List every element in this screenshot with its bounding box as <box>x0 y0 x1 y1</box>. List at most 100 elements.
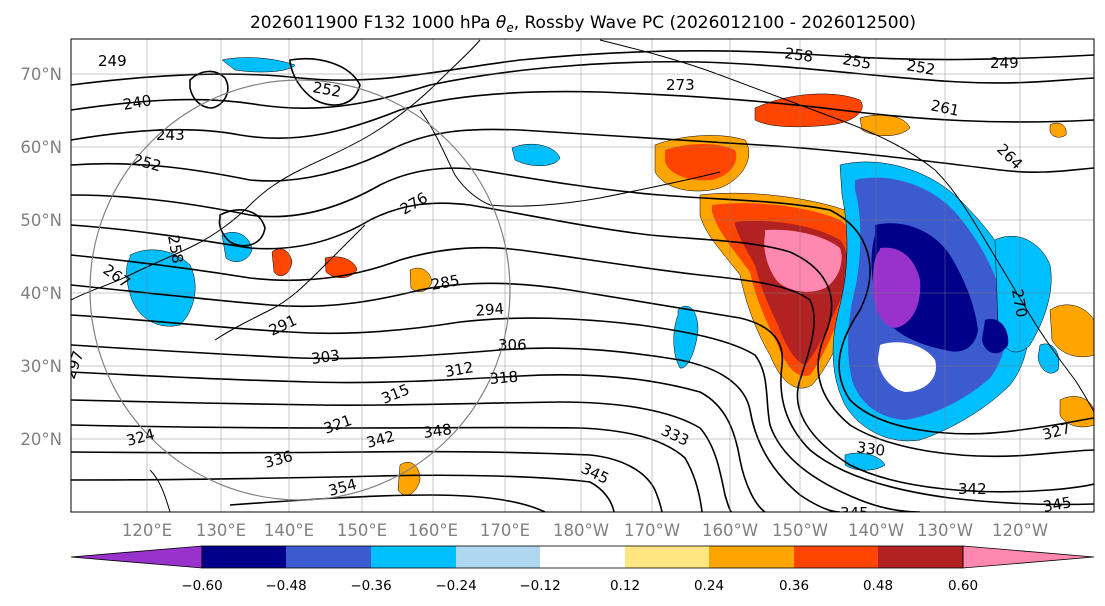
colorbar-segment <box>878 546 963 568</box>
contour-line <box>71 128 1094 182</box>
colorbar-label: 0.36 <box>779 578 809 594</box>
contour-label: 258 <box>783 44 814 66</box>
colorbar-segment <box>625 546 709 568</box>
contour-label: 252 <box>311 78 342 101</box>
colorbar-label: −0.12 <box>519 578 560 594</box>
lat-label: 60°N <box>20 138 62 157</box>
lon-label: 130°W <box>917 521 973 540</box>
lon-label: 150°W <box>772 521 828 540</box>
coastline-northamerica <box>934 169 1094 413</box>
coastlines <box>71 39 1094 512</box>
lat-label: 50°N <box>20 211 62 230</box>
lon-label: 150°E <box>337 521 387 540</box>
contour-label: 240 <box>122 91 153 114</box>
contour-label: 330 <box>855 438 886 460</box>
coastline-kamchatka <box>419 109 491 206</box>
contour-line <box>71 314 921 512</box>
contour-line <box>71 450 663 512</box>
contour-label: 252 <box>905 56 936 79</box>
contour-label: 243 <box>156 126 185 144</box>
colorbar-under-triangle <box>70 545 203 569</box>
lon-label: 130°E <box>196 521 246 540</box>
contour-label: 249 <box>98 52 127 70</box>
colorbar-label: 0.48 <box>863 578 893 594</box>
longitude-labels: 120°E 130°E 140°E 150°E 160°E 170°E 180°… <box>122 521 1048 540</box>
contour-line <box>218 209 266 247</box>
positive-anomaly-ne-corner <box>1049 304 1094 358</box>
lon-label: 170°W <box>624 521 680 540</box>
contour-line <box>71 371 766 512</box>
colorbar-label: −0.60 <box>181 578 222 594</box>
projection-circle <box>89 79 511 501</box>
colorbar-label: −0.48 <box>265 578 306 594</box>
colorbar-segment <box>371 546 456 568</box>
lat-label: 70°N <box>20 65 62 84</box>
lat-label: 30°N <box>20 357 62 376</box>
negative-anomaly-korea-2 <box>221 232 253 262</box>
colorbar-frame <box>201 545 964 569</box>
negative-anomaly-purple <box>872 247 921 328</box>
contour-label: 306 <box>498 336 527 354</box>
colorbar: −0.60 −0.48 −0.36 −0.24 −0.12 0.12 0.24 … <box>70 545 1095 594</box>
lon-label: 140°W <box>848 521 904 540</box>
map-panel: 249 240 243 252 252 258 267 258 273 255 … <box>71 39 1094 516</box>
lon-label: 160°W <box>702 521 758 540</box>
contour-line <box>71 202 1094 458</box>
negative-anomaly-coast <box>994 235 1052 353</box>
contour-line <box>71 424 703 512</box>
lon-label: 120°E <box>122 521 172 540</box>
contour-label: 318 <box>489 368 519 388</box>
positive-anomaly-bering <box>1049 122 1067 138</box>
contour-label: 285 <box>430 271 461 294</box>
theta-e-contours <box>71 50 1094 512</box>
negative-anomaly-coast-navy <box>982 319 1009 354</box>
lon-label: 160°E <box>408 521 458 540</box>
contour-label: 348 <box>422 420 453 442</box>
positive-anomaly-tropic <box>397 462 421 496</box>
contour-line <box>71 282 1094 506</box>
colorbar-label: 0.12 <box>610 578 640 594</box>
colorbar-segment <box>709 546 794 568</box>
contour-label: 273 <box>666 76 695 94</box>
contour-line <box>71 90 1094 141</box>
coastline-japan <box>214 224 366 341</box>
negative-anomaly-white-hole <box>878 342 936 392</box>
contour-label: 258 <box>164 234 187 265</box>
contour-line <box>71 246 1094 493</box>
contour-line <box>71 399 733 512</box>
contour-line <box>71 474 615 512</box>
colorbar-over-triangle <box>962 545 1095 569</box>
contour-label: 270 <box>1008 288 1031 319</box>
negative-anomaly-north-small <box>511 143 561 166</box>
contour-line <box>229 494 546 512</box>
colorbar-label: 0.24 <box>694 578 724 594</box>
positive-anomaly-japan-2 <box>324 256 358 278</box>
lat-label: 20°N <box>20 430 62 449</box>
contour-line <box>71 344 841 512</box>
contour-label: 249 <box>990 54 1019 72</box>
map-border <box>70 38 1095 513</box>
colorbar-segment <box>202 546 286 568</box>
negative-anomaly-siberia <box>221 57 296 73</box>
colorbar-segment <box>794 546 878 568</box>
lon-label: 180°W <box>553 521 609 540</box>
coastline-alaska <box>599 39 936 171</box>
contour-label: 345 <box>1042 493 1073 516</box>
coastline-aleutian <box>489 171 721 207</box>
lon-label: 170°E <box>480 521 530 540</box>
graticule <box>71 39 1094 512</box>
contour-label: 342 <box>958 480 987 498</box>
colorbar-label: −0.24 <box>435 578 476 594</box>
map-title: 2026011900 F132 1000 hPa θe, Rossby Wave… <box>250 13 916 35</box>
contour-label: 294 <box>475 300 505 320</box>
contour-line <box>189 70 229 109</box>
contour-line <box>71 167 1094 435</box>
lon-label: 120°W <box>992 521 1048 540</box>
colorbar-segment <box>286 546 371 568</box>
colorbar-segment <box>540 546 625 568</box>
contour-label: 312 <box>444 358 475 381</box>
colorbar-segment <box>456 546 540 568</box>
colorbar-label: −0.36 <box>350 578 391 594</box>
coastline-philippines <box>149 469 171 512</box>
